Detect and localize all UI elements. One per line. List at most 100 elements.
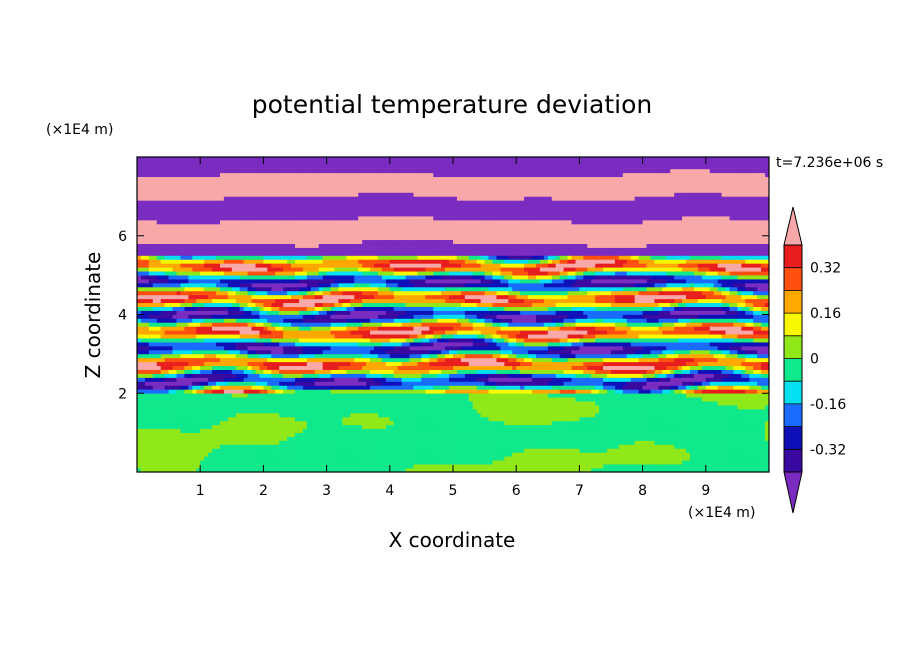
- field-cell: [516, 460, 521, 465]
- field-cell: [480, 448, 485, 453]
- field-cell: [374, 464, 379, 469]
- field-cell: [524, 464, 529, 469]
- field-cell: [204, 424, 209, 430]
- field-cell: [401, 444, 406, 449]
- field-cell: [701, 361, 707, 367]
- field-cell: [575, 448, 580, 453]
- field-cell: [583, 353, 588, 359]
- field-cell: [271, 361, 276, 367]
- field-cell: [401, 428, 406, 433]
- field-cell: [362, 369, 367, 374]
- field-cell: [757, 389, 762, 394]
- field-cell: [449, 381, 454, 386]
- field-cell: [642, 361, 647, 367]
- field-cell: [342, 365, 347, 370]
- field-cell: [599, 405, 604, 410]
- field-cell: [271, 377, 276, 382]
- field-cell: [686, 349, 691, 355]
- field-cell: [472, 397, 478, 402]
- field-cell: [472, 460, 478, 465]
- field-cell: [156, 436, 162, 441]
- field-cell: [219, 405, 225, 410]
- field-cell: [749, 456, 754, 461]
- field-cell: [298, 405, 304, 410]
- field-cell: [528, 361, 533, 367]
- field-cell: [599, 353, 604, 359]
- field-cell: [595, 401, 600, 406]
- field-cell: [670, 464, 675, 469]
- field-cell: [713, 353, 718, 359]
- field-cell: [650, 405, 655, 410]
- field-cell: [362, 389, 367, 394]
- field-cell: [741, 361, 746, 367]
- field-cell: [302, 377, 308, 382]
- field-cell: [575, 440, 580, 445]
- field-cell: [488, 409, 493, 414]
- field-cell: [662, 405, 667, 410]
- field-cell: [291, 424, 296, 430]
- field-cell: [358, 416, 363, 422]
- field-cell: [227, 353, 233, 359]
- field-cell: [251, 436, 256, 441]
- field-cell: [140, 381, 146, 386]
- field-cell: [302, 353, 308, 359]
- field-cell: [535, 452, 541, 457]
- field-cell: [342, 373, 347, 378]
- field-cell: [172, 464, 177, 469]
- field-cell: [374, 357, 379, 363]
- field-cell: [753, 436, 758, 441]
- field-cell: [306, 357, 312, 363]
- field-cell: [144, 452, 150, 457]
- field-cell: [310, 456, 316, 461]
- field-cell: [508, 369, 513, 374]
- field-cell: [306, 448, 312, 453]
- field-cell: [366, 452, 371, 457]
- field-cell: [674, 349, 679, 355]
- field-cell: [449, 349, 454, 355]
- field-cell: [618, 393, 624, 398]
- field-cell: [425, 440, 430, 445]
- field-cell: [275, 460, 280, 465]
- field-cell: [575, 361, 580, 367]
- field-cell: [678, 361, 683, 367]
- field-cell: [654, 440, 659, 445]
- field-cell: [377, 412, 383, 418]
- field-cell: [389, 464, 395, 469]
- field-cell: [374, 416, 379, 422]
- field-cell: [405, 393, 410, 398]
- field-cell: [204, 397, 209, 402]
- field-cell: [630, 409, 636, 414]
- field-cell: [591, 389, 596, 394]
- field-cell: [381, 409, 387, 414]
- field-cell: [614, 468, 620, 472]
- field-cell: [231, 397, 237, 402]
- field-cell: [658, 428, 663, 433]
- field-cell: [733, 456, 738, 461]
- field-cell: [520, 385, 525, 390]
- field-cell: [287, 357, 292, 363]
- field-cell: [571, 448, 576, 453]
- field-cell: [563, 373, 568, 378]
- field-cell: [717, 409, 722, 414]
- field-cell: [456, 416, 462, 422]
- field-cell: [456, 373, 462, 378]
- field-cell: [567, 393, 572, 398]
- field-cell: [421, 389, 426, 394]
- field-cell: [208, 448, 213, 453]
- field-cell: [622, 452, 628, 457]
- field-cell: [385, 428, 391, 433]
- field-cell: [650, 464, 655, 469]
- field-cell: [472, 448, 478, 453]
- field-cell: [749, 436, 754, 441]
- field-cell: [765, 373, 769, 378]
- field-cell: [729, 361, 734, 367]
- field-cell: [283, 397, 288, 402]
- field-cell: [484, 416, 489, 422]
- field-cell: [137, 365, 142, 370]
- field-cell: [231, 381, 237, 386]
- field-cell: [634, 405, 639, 410]
- field-cell: [144, 468, 150, 472]
- field-cell: [259, 393, 264, 398]
- field-cell: [381, 428, 387, 433]
- field-cell: [176, 452, 181, 457]
